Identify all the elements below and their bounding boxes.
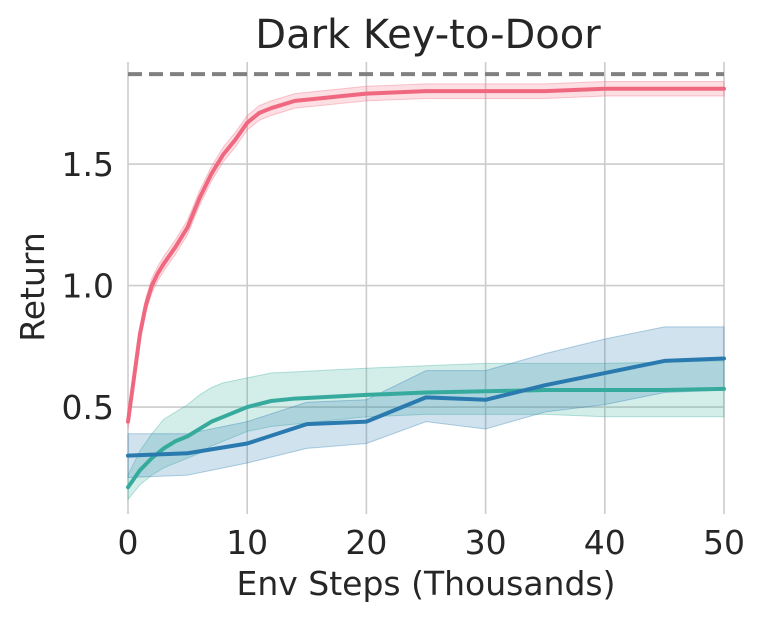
y-tick-label: 1.0 <box>62 267 114 306</box>
x-tick-label: 10 <box>226 523 268 562</box>
x-tick-label: 20 <box>345 523 387 562</box>
x-axis-title: Env Steps (Thousands) <box>236 564 615 603</box>
x-tick-label: 0 <box>118 523 139 562</box>
x-tick-label: 40 <box>584 523 626 562</box>
grid <box>127 62 725 514</box>
x-tick-label: 30 <box>465 523 507 562</box>
y-tick-labels: 0.5 1.0 1.5 <box>62 145 114 427</box>
plot-background <box>128 62 724 514</box>
series-1-band <box>127 80 725 430</box>
y-axis-title: Return <box>13 232 52 342</box>
chart-title: Dark Key-to-Door <box>255 12 601 58</box>
y-tick-label: 1.5 <box>62 145 114 184</box>
series-3-line <box>126 356 726 458</box>
y-tick-label: 0.5 <box>62 388 114 427</box>
x-tick-labels: 0 10 20 30 40 50 <box>118 523 746 562</box>
series-lines <box>126 86 726 490</box>
confidence-bands <box>127 80 725 501</box>
x-tick-label: 50 <box>703 523 745 562</box>
series-1-line <box>126 86 726 424</box>
